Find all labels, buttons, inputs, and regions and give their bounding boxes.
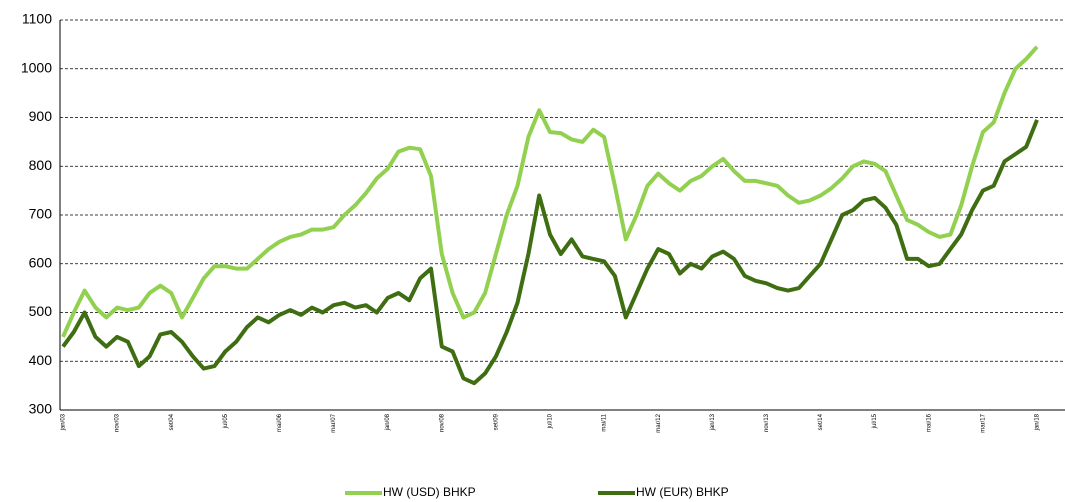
x-tick-label: mar/07	[331, 413, 337, 432]
y-tick-label: 400	[29, 352, 53, 368]
x-tick-label: mai/16	[926, 413, 932, 432]
y-tick-label: 300	[29, 401, 53, 417]
legend-label: HW (USD) BHKP	[383, 485, 476, 499]
y-tick-label: 1100	[22, 11, 52, 27]
x-tick-label: jul/05	[223, 413, 229, 429]
x-tick-label: set/04	[169, 413, 175, 430]
x-tick-label: jan/13	[710, 413, 716, 431]
data-line	[61, 45, 1039, 338]
y-tick-label: 900	[29, 108, 53, 124]
x-tick-label: nov/03	[115, 413, 121, 432]
x-tick-label: jan/03	[61, 413, 67, 431]
y-tick-label: 1000	[21, 59, 52, 75]
y-tick-label: 600	[29, 254, 53, 270]
legend-label: HW (EUR) BHKP	[636, 485, 729, 499]
x-tick-label: jan/18	[1035, 413, 1041, 431]
x-tick-label: jul/15	[872, 413, 878, 429]
y-tick-label: 500	[29, 303, 53, 319]
data-line	[61, 119, 1039, 386]
x-tick-label: nov/13	[764, 413, 770, 432]
x-tick-label: mai/06	[277, 413, 283, 432]
x-tick-label: mar/17	[980, 413, 986, 432]
x-tick-label: mai/11	[602, 413, 608, 431]
y-tick-label: 800	[29, 157, 53, 173]
x-tick-label: mar/12	[656, 413, 662, 432]
x-tick-label: jan/08	[385, 413, 391, 431]
x-tick-label: set/14	[818, 413, 824, 430]
x-tick-label: nov/08	[439, 413, 445, 432]
y-tick-label: 700	[29, 206, 53, 222]
x-tick-label: set/09	[493, 413, 499, 430]
x-tick-label: jul/10	[548, 413, 554, 429]
